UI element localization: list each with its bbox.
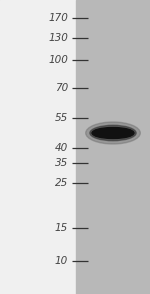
Text: 130: 130 (48, 33, 68, 43)
Text: 55: 55 (55, 113, 68, 123)
Bar (76, 0, 150, 294)
Text: 25: 25 (55, 178, 68, 188)
Ellipse shape (90, 125, 136, 141)
Text: 100: 100 (48, 55, 68, 65)
Text: 15: 15 (55, 223, 68, 233)
Ellipse shape (92, 128, 134, 138)
Text: 70: 70 (55, 83, 68, 93)
Text: 170: 170 (48, 13, 68, 23)
Text: 40: 40 (55, 143, 68, 153)
Text: 35: 35 (55, 158, 68, 168)
Text: 10: 10 (55, 256, 68, 266)
Bar (0, 0, 76, 294)
Ellipse shape (86, 122, 140, 144)
